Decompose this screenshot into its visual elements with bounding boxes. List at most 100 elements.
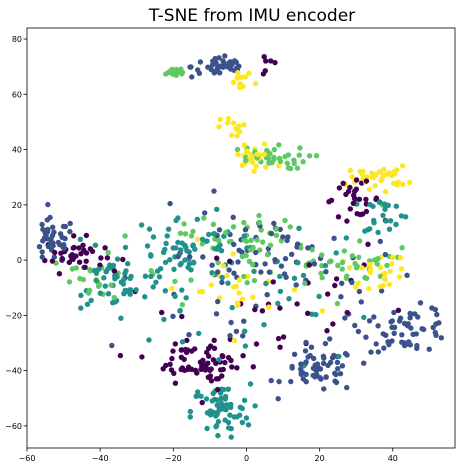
data-point — [122, 233, 128, 239]
data-point — [213, 424, 219, 430]
data-point — [344, 309, 350, 316]
data-point — [87, 246, 94, 252]
data-point — [204, 238, 210, 244]
data-point — [51, 229, 57, 235]
data-point — [83, 232, 90, 239]
data-point — [45, 201, 51, 208]
data-point — [194, 370, 200, 376]
data-point — [183, 295, 189, 301]
data-point — [298, 370, 304, 376]
data-point — [235, 259, 241, 265]
data-point — [285, 165, 292, 171]
data-point — [190, 228, 196, 235]
data-point — [56, 271, 63, 277]
data-point — [258, 269, 264, 275]
data-point — [148, 268, 154, 274]
data-point — [436, 320, 442, 326]
data-point — [84, 301, 91, 307]
data-point — [263, 58, 269, 64]
data-point — [93, 277, 99, 284]
data-point — [287, 224, 293, 230]
data-point — [208, 378, 215, 384]
data-point — [261, 54, 267, 60]
data-point — [204, 349, 210, 356]
y-tick-label: −20 — [5, 311, 22, 320]
data-point — [250, 364, 256, 370]
data-point — [241, 318, 247, 324]
data-point — [271, 146, 277, 153]
data-point — [330, 321, 336, 327]
x-tick-label: 0 — [244, 454, 249, 463]
data-point — [217, 242, 223, 248]
data-point — [289, 251, 295, 257]
data-point — [219, 279, 225, 286]
data-point — [142, 273, 149, 279]
data-point — [381, 275, 387, 281]
data-point — [378, 288, 385, 294]
data-point — [69, 252, 75, 258]
data-point — [239, 419, 246, 426]
data-point — [193, 393, 199, 399]
data-point — [352, 322, 358, 329]
data-point — [234, 146, 241, 153]
data-point — [303, 379, 309, 385]
data-point — [207, 408, 213, 414]
data-point — [356, 254, 362, 260]
data-point — [218, 367, 224, 373]
data-point — [123, 268, 129, 274]
data-point — [229, 304, 235, 311]
data-point — [207, 373, 214, 379]
data-point — [194, 236, 201, 242]
data-point — [211, 188, 217, 194]
data-point — [231, 270, 237, 276]
data-point — [49, 258, 56, 264]
data-point — [105, 249, 111, 256]
data-point — [356, 196, 363, 202]
data-point — [275, 300, 281, 307]
data-point — [333, 379, 340, 386]
data-point — [347, 167, 354, 174]
data-point — [172, 293, 178, 300]
data-point — [386, 226, 393, 232]
data-point — [198, 393, 204, 399]
data-point — [246, 70, 252, 76]
data-point — [178, 247, 184, 253]
data-point — [248, 237, 254, 243]
data-point — [172, 380, 179, 386]
data-point — [153, 279, 159, 285]
data-point — [305, 310, 311, 316]
data-point — [322, 262, 329, 269]
data-point — [216, 238, 222, 244]
data-point — [294, 241, 301, 247]
data-point — [277, 226, 283, 233]
data-point — [351, 192, 357, 198]
data-point — [316, 293, 322, 300]
data-point — [249, 261, 256, 267]
data-point — [368, 349, 374, 355]
data-point — [240, 333, 246, 339]
data-point — [169, 285, 175, 292]
data-point — [214, 206, 220, 212]
data-point — [243, 157, 249, 163]
data-point — [421, 326, 427, 333]
data-point — [261, 322, 267, 328]
data-point — [344, 384, 350, 391]
data-point — [150, 234, 157, 240]
data-point — [187, 64, 193, 70]
data-point — [211, 70, 218, 76]
data-point — [380, 172, 387, 178]
data-point — [397, 315, 404, 321]
data-point — [111, 268, 118, 274]
data-point — [67, 228, 73, 235]
y-tick-label: 80 — [12, 35, 22, 44]
data-point — [189, 348, 195, 354]
data-point — [381, 166, 387, 173]
data-point — [225, 386, 231, 392]
data-point — [276, 142, 282, 148]
data-point — [98, 255, 104, 261]
data-point — [376, 199, 383, 205]
data-point — [438, 335, 444, 341]
data-point — [55, 239, 62, 246]
data-point — [219, 274, 225, 281]
data-point — [241, 142, 248, 148]
